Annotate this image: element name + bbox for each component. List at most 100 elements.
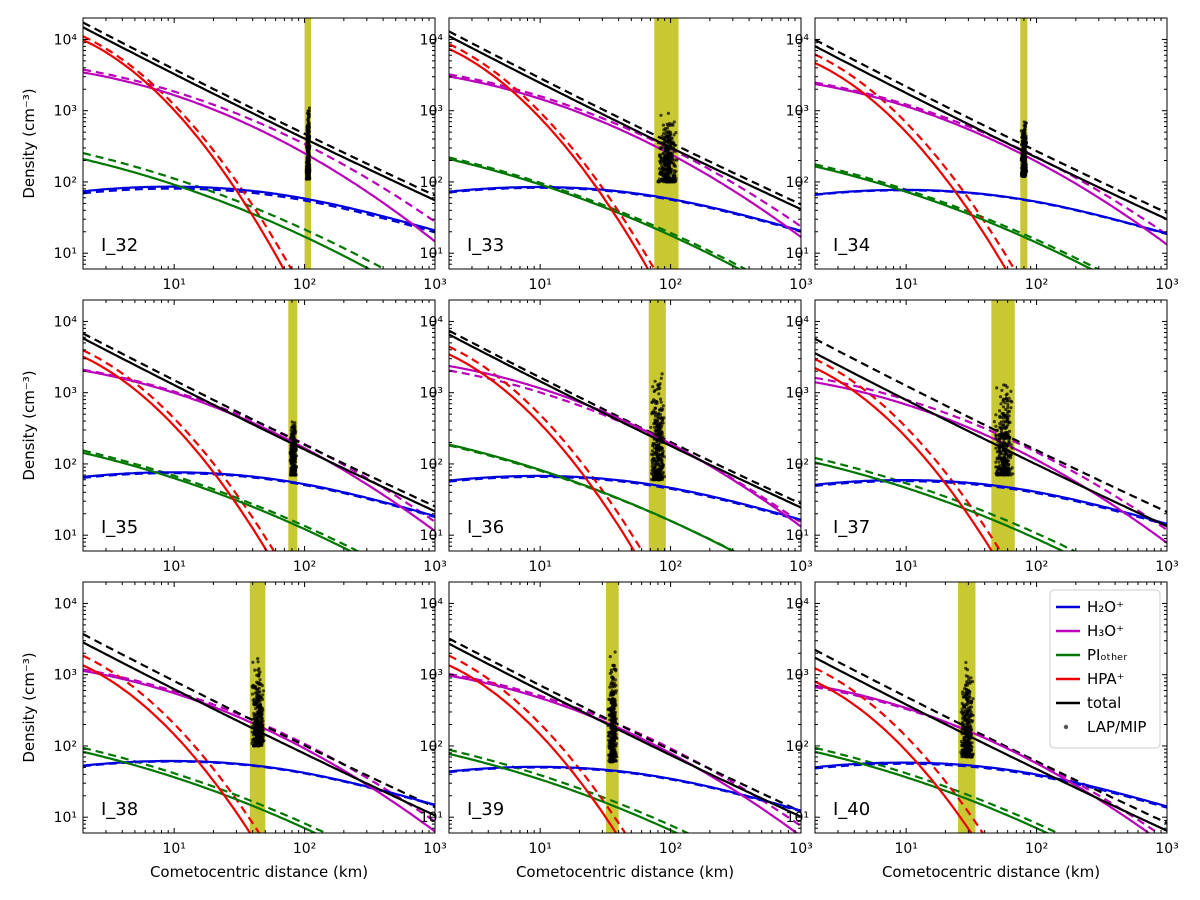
data-point [651,441,655,445]
data-point [1023,125,1027,129]
legend-marker [1063,724,1069,730]
data-point [608,671,612,676]
data-point [666,111,671,115]
data-point [655,439,659,444]
data-point [258,704,263,708]
data-point [667,135,671,140]
data-point [656,383,660,387]
legend-label: H₂O⁺ [1087,598,1124,616]
data-point [606,723,610,728]
data-point [964,741,968,745]
data-point [1024,121,1028,125]
pio-solid-line [815,461,1065,551]
data-point [962,716,967,720]
data-point [289,447,293,451]
data-point [260,733,264,737]
data-point [661,142,665,146]
data-point [994,460,998,464]
data-point [1004,445,1009,449]
y-tick-label: 10¹ [420,810,443,826]
data-point [1006,420,1010,424]
h2o-dashed-line [815,189,1167,236]
data-point [1006,469,1010,473]
hpa-solid-line [815,680,973,833]
data-point [657,392,661,396]
data-point [661,180,666,184]
data-point [252,737,256,741]
data-point [656,412,660,416]
data-point [961,744,965,748]
data-point [307,125,312,129]
data-point [970,741,974,745]
tot-solid-line [83,26,435,202]
data-point [1004,462,1008,466]
data-point [670,122,674,126]
plot-area [449,18,801,269]
data-point [256,739,260,743]
data-point [962,735,966,739]
panel-label: I_34 [833,235,870,256]
axes-frame [448,299,802,552]
data-point [964,691,968,695]
lap-mip-points [1019,120,1029,178]
data-point [1002,466,1006,470]
data-point [671,176,675,180]
data-point [1006,403,1010,407]
h2o-solid-line [83,185,435,232]
data-point [611,736,615,740]
data-point [652,409,656,413]
data-point [992,420,997,424]
data-point [293,423,297,427]
pio-solid-line [449,752,680,833]
data-point [610,714,614,718]
pio-solid-line [815,165,1094,269]
axes-frame [814,299,1168,552]
data-point [994,424,998,428]
data-point [963,746,967,750]
data-point [961,692,965,696]
data-point [305,147,309,151]
tot-solid-line [815,656,1167,832]
pio-dashed-line [83,449,361,551]
data-point [293,469,297,473]
data-point [1006,433,1010,437]
data-point [660,458,664,462]
h2o-solid-line [449,185,801,232]
h2o-solid-line [83,471,435,518]
data-point [1006,409,1010,413]
data-point [613,754,617,758]
data-point [967,717,972,721]
data-point [658,434,662,439]
data-point [1024,137,1028,141]
data-point [651,444,655,448]
data-point [653,432,657,436]
data-point [962,704,966,708]
data-point [258,709,262,713]
data-point [673,164,678,168]
data-point [1004,397,1008,401]
data-point [294,441,298,446]
data-point [971,719,975,723]
data-point [666,156,670,160]
h2o-solid-line [815,188,1167,235]
data-point [960,728,964,732]
data-point [670,157,675,161]
data-point [610,698,614,702]
data-point [606,734,611,738]
data-point [307,137,311,141]
y-tick-label: 10⁴ [54,314,78,330]
data-point [998,409,1002,413]
data-point [612,729,616,733]
pio-dashed-line [449,156,748,269]
data-point [653,457,657,461]
data-point [968,730,972,734]
data-point [1023,151,1027,155]
data-point [1009,443,1013,447]
data-point [259,682,263,686]
data-point [657,180,661,184]
y-tick-label: 10³ [54,386,77,402]
data-point [1005,448,1009,452]
data-point [1007,396,1011,400]
y-tick-label: 10⁴ [786,314,810,330]
